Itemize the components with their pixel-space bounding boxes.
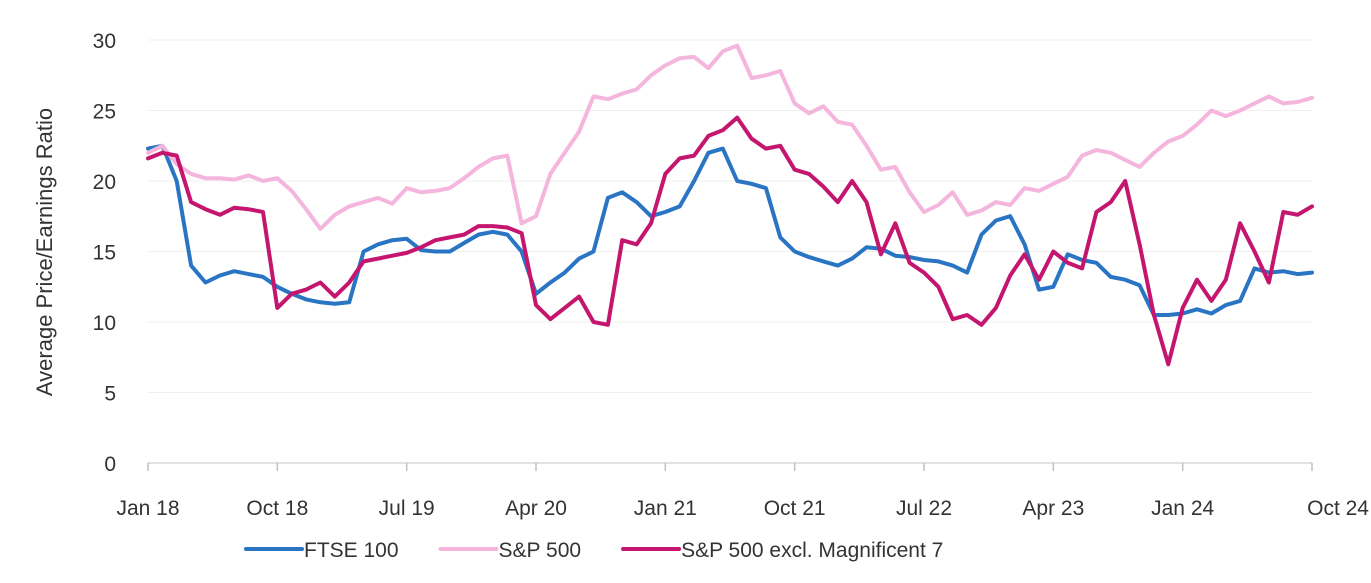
x-tick-label: Oct 24 (1307, 497, 1369, 520)
legend-item-3: S&P 500 excl. Magnificent 7 (621, 539, 943, 562)
x-tick-label: Jan 18 (116, 497, 179, 520)
y-tick-label: 25 (93, 101, 116, 124)
x-axis: Jan 18 Oct 18 Jul 19 Apr 20 Jan 21 Oct 21 Jul … (116, 462, 1369, 520)
series-line-3 (146, 115, 1314, 367)
y-tick-label: 0 (104, 453, 116, 476)
series-lines (146, 43, 1314, 367)
gridlines (148, 39, 1312, 393)
x-tick-label: Apr 23 (1022, 497, 1084, 520)
y-tick-label: 15 (93, 242, 116, 265)
series-line-2 (146, 43, 1314, 231)
y-axis-ticks: 0 5 10 15 20 25 30 (93, 30, 116, 476)
legend-item-1: FTSE 100 (244, 539, 399, 562)
y-tick-label: 30 (93, 30, 116, 53)
legend-label: FTSE 100 (304, 539, 399, 562)
x-tick-label: Apr 20 (505, 497, 567, 520)
x-tick-label: Oct 21 (764, 497, 826, 520)
y-tick-label: 5 (104, 383, 116, 406)
x-tick-label: Oct 18 (246, 497, 308, 520)
x-tick-label: Jan 21 (634, 497, 697, 520)
y-tick-label: 20 (93, 171, 116, 194)
legend-label: S&P 500 excl. Magnificent 7 (681, 539, 943, 562)
legend-label: S&P 500 (499, 539, 582, 562)
x-tick-label: Jan 24 (1151, 497, 1214, 520)
legend: FTSE 100 S&P 500 S&P 500 excl. Magnificent… (244, 539, 943, 562)
x-tick-label: Jul 22 (896, 497, 952, 520)
y-tick-label: 10 (93, 312, 116, 335)
legend-item-2: S&P 500 (438, 539, 582, 562)
x-tick-label: Jul 19 (379, 497, 435, 520)
y-axis-title: Average Price/Earnings Ratio (32, 108, 57, 396)
series-line-1 (146, 143, 1314, 317)
